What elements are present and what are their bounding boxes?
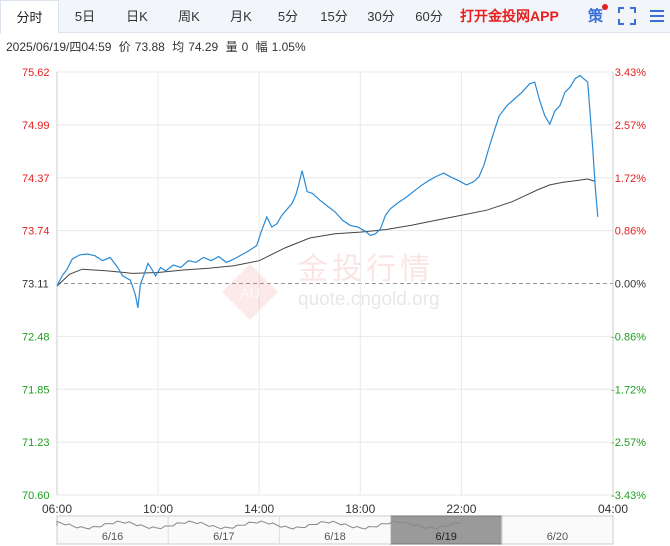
- navigator-selection: [390, 515, 503, 545]
- volume-label: 量: [225, 40, 238, 54]
- x-tick-label: 06:00: [42, 502, 72, 516]
- open-app-link[interactable]: 打开金投网APP: [460, 8, 559, 24]
- watermark-brand: 金投行情: [298, 252, 434, 287]
- navigator-date-label: 6/16: [102, 531, 123, 543]
- navigator-sparkline: [56, 520, 462, 530]
- tab-5min[interactable]: 5分: [277, 9, 299, 24]
- navigator-date-label: 6/17: [213, 531, 234, 543]
- y-tick-label: 71.23: [22, 437, 50, 449]
- pct-tick-label: -2.57%: [611, 437, 646, 449]
- pct-tick-label: -0.86%: [611, 331, 646, 343]
- y-tick-label: 73.11: [22, 279, 49, 291]
- tab-daily-k[interactable]: 日K: [126, 9, 148, 24]
- range-navigator: [56, 515, 614, 545]
- price-line: [56, 74, 599, 309]
- price-label: 价: [118, 40, 131, 54]
- watermark-url: quote.cngold.org: [298, 289, 440, 310]
- tab-5day[interactable]: 5日: [74, 9, 96, 24]
- x-tick-label: 04:00: [598, 502, 628, 516]
- intraday-chart[interactable]: 75.62 3.43% 74.99 2.57% 74.37 1.72% 73.74 0.86%…: [0, 56, 670, 546]
- change-label: 幅: [255, 40, 268, 54]
- fullscreen-icon[interactable]: [617, 6, 637, 26]
- volume-value: 0: [241, 40, 249, 54]
- pct-tick-label: -1.72%: [611, 384, 646, 396]
- tab-intraday[interactable]: 分时: [0, 0, 59, 34]
- tab-weekly-k[interactable]: 周K: [178, 9, 200, 24]
- menu-icon[interactable]: [648, 6, 666, 26]
- tab-monthly-k[interactable]: 月K: [230, 9, 252, 24]
- avg-value: 74.29: [188, 40, 219, 54]
- navigator-date-label: 6/20: [547, 531, 568, 543]
- navigator-date-label: 6/18: [324, 531, 345, 543]
- pct-tick-label: 0.86%: [615, 226, 646, 238]
- avg-price-line: [56, 178, 596, 287]
- navigator-date-label: 6/19: [435, 531, 456, 543]
- y-tick-label: 70.60: [22, 490, 50, 502]
- x-tick-label: 18:00: [345, 502, 375, 516]
- quote-datetime: 2025/06/19/四04:59: [6, 40, 112, 54]
- pct-tick-label: -3.43%: [611, 490, 646, 502]
- y-tick-label: 73.74: [22, 226, 50, 238]
- pct-tick-label: 1.72%: [615, 173, 646, 185]
- logo-text: AU: [240, 285, 261, 302]
- y-tick-label: 71.85: [22, 384, 50, 396]
- y-tick-label: 75.62: [22, 67, 50, 79]
- tab-30min[interactable]: 30分: [367, 9, 395, 24]
- change-value: 1.05%: [271, 40, 306, 54]
- avg-label: 均: [172, 40, 185, 54]
- tab-15min[interactable]: 15分: [320, 9, 348, 24]
- y-tick-label: 74.37: [22, 173, 50, 185]
- price-value: 73.88: [134, 40, 165, 54]
- period-tab-bar: 分时 5日 日K 周K 月K 5分 15分 30分 60分 打开金投网APP 策: [0, 0, 670, 34]
- x-tick-label: 14:00: [244, 502, 274, 516]
- pct-tick-label: 0.00%: [615, 279, 646, 291]
- strategy-button[interactable]: 策: [588, 8, 604, 25]
- x-tick-label: 10:00: [143, 502, 173, 516]
- pct-tick-label: 2.57%: [615, 120, 646, 132]
- notification-dot: [602, 4, 608, 10]
- y-tick-label: 72.48: [22, 331, 50, 343]
- y-tick-label: 74.99: [22, 120, 50, 132]
- tab-60min[interactable]: 60分: [415, 9, 443, 24]
- pct-tick-label: 3.43%: [615, 67, 646, 79]
- x-tick-label: 22:00: [446, 502, 476, 516]
- gold-logo-icon: AU: [222, 264, 278, 320]
